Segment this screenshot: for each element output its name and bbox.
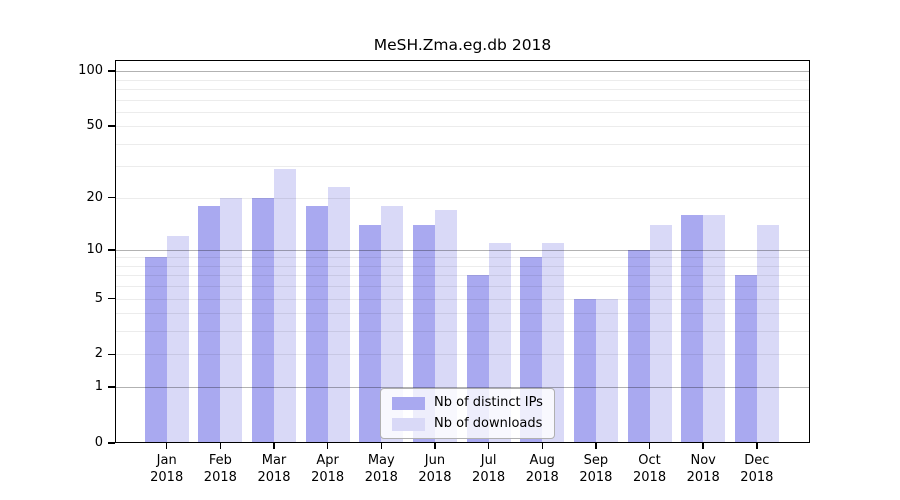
x-tick bbox=[434, 443, 436, 449]
x-tick-label: May 2018 bbox=[364, 453, 398, 485]
legend-label-distinct-ips: Nb of distinct IPs bbox=[434, 395, 543, 410]
y-tick-label: 10 bbox=[86, 241, 103, 257]
y-tick-label: 20 bbox=[86, 189, 103, 205]
y-tick bbox=[108, 70, 115, 72]
bar-downloads-dec bbox=[756, 224, 779, 443]
x-tick-label: Jan 2018 bbox=[150, 453, 184, 485]
y-tick-label: 100 bbox=[78, 63, 103, 79]
gridline-minor bbox=[115, 265, 810, 267]
legend-swatch-downloads bbox=[392, 417, 425, 431]
y-tick-label: 5 bbox=[94, 290, 103, 306]
x-tick bbox=[273, 443, 275, 449]
x-tick-label: Apr 2018 bbox=[311, 453, 345, 485]
gridline-minor bbox=[115, 99, 810, 101]
y-tick-label: 2 bbox=[94, 346, 103, 362]
legend: Nb of distinct IPs Nb of downloads bbox=[380, 388, 555, 439]
bar-downloads-nov bbox=[703, 214, 726, 443]
chart-title: MeSH.Zma.eg.db 2018 bbox=[373, 36, 552, 54]
x-tick bbox=[165, 443, 168, 449]
y-tick bbox=[108, 353, 115, 356]
bar-downloads-may bbox=[381, 205, 404, 443]
bar-downloads-oct bbox=[649, 224, 672, 443]
gridline-minor bbox=[115, 257, 810, 259]
x-tick bbox=[648, 443, 651, 449]
y-tick bbox=[108, 297, 115, 300]
x-tick-label: Oct 2018 bbox=[633, 453, 667, 485]
x-tick bbox=[541, 443, 543, 449]
gridline-minor bbox=[115, 111, 810, 113]
gridline-minor bbox=[115, 197, 810, 199]
gridline-minor bbox=[115, 331, 810, 333]
x-tick-label: Aug 2018 bbox=[525, 453, 559, 485]
gridline-minor bbox=[115, 126, 810, 128]
bar-ips-dec bbox=[734, 275, 757, 443]
bar-ips-oct bbox=[627, 249, 650, 443]
x-tick-label: Nov 2018 bbox=[686, 453, 720, 485]
x-tick bbox=[487, 443, 490, 449]
x-tick bbox=[702, 443, 704, 449]
gridline-minor bbox=[115, 88, 810, 90]
x-tick-label: Jun 2018 bbox=[418, 453, 452, 485]
x-tick bbox=[595, 443, 597, 449]
bar-ips-may bbox=[359, 224, 382, 443]
gridline-minor bbox=[115, 79, 810, 81]
x-tick-label: Jul 2018 bbox=[472, 453, 506, 485]
y-tick-label: 50 bbox=[86, 118, 103, 134]
x-tick-label: Dec 2018 bbox=[740, 453, 774, 485]
legend-label-downloads: Nb of downloads bbox=[434, 416, 543, 431]
bar-ips-feb bbox=[198, 205, 221, 443]
y-tick-label: 1 bbox=[94, 379, 103, 395]
x-tick bbox=[219, 443, 222, 449]
gridline-minor bbox=[115, 166, 810, 168]
y-tick bbox=[108, 386, 115, 388]
x-tick-label: Sep 2018 bbox=[579, 453, 613, 485]
x-tick bbox=[756, 443, 758, 449]
gridline-minor bbox=[115, 286, 810, 288]
y-tick bbox=[108, 442, 115, 444]
x-tick-label: Mar 2018 bbox=[257, 453, 291, 485]
bar-ips-nov bbox=[681, 214, 704, 443]
x-tick-label: Feb 2018 bbox=[203, 453, 237, 485]
bar-ips-mar bbox=[252, 197, 274, 443]
gridline-minor bbox=[115, 298, 810, 300]
legend-swatch-distinct-ips bbox=[392, 396, 425, 410]
y-tick-label: 0 bbox=[94, 435, 103, 450]
legend-item-distinct-ips: Nb of distinct IPs bbox=[392, 395, 543, 411]
plot-area bbox=[115, 60, 810, 443]
bar-downloads-feb bbox=[220, 197, 243, 443]
bar-downloads-mar bbox=[274, 168, 296, 443]
x-tick bbox=[380, 443, 383, 449]
bar-downloads-jan bbox=[166, 236, 189, 443]
bar-ips-jan bbox=[144, 257, 167, 443]
bar-downloads-jun bbox=[434, 210, 457, 443]
legend-item-downloads: Nb of downloads bbox=[392, 416, 543, 432]
gridline-minor bbox=[115, 143, 810, 145]
gridline-minor bbox=[115, 313, 810, 315]
y-tick bbox=[108, 196, 115, 199]
gridline-major bbox=[115, 71, 810, 73]
x-tick bbox=[326, 443, 329, 449]
bar-downloads-apr bbox=[327, 186, 350, 443]
bar-ips-sep bbox=[573, 298, 596, 443]
gridline-minor bbox=[115, 354, 810, 356]
gridline-minor bbox=[115, 275, 810, 277]
gridline-major bbox=[115, 249, 810, 251]
y-tick bbox=[108, 249, 115, 251]
gridline-major bbox=[115, 387, 810, 389]
y-tick bbox=[108, 125, 115, 127]
bar-downloads-sep bbox=[595, 298, 618, 443]
bar-ips-apr bbox=[305, 205, 328, 443]
